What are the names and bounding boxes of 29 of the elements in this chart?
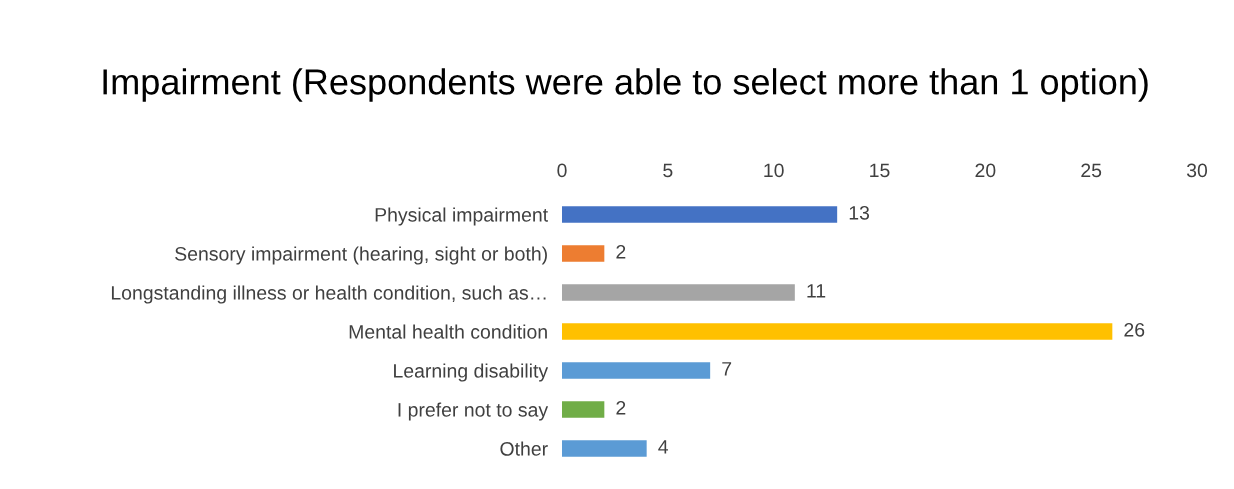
y-tick-label: Learning disability: [394, 363, 549, 382]
data-label: 7: [722, 362, 732, 376]
bar: [562, 440, 647, 457]
bar: [562, 245, 605, 262]
data-label: 4: [658, 440, 669, 454]
x-tick-label: 30: [1186, 163, 1208, 178]
x-tick-label: 20: [975, 163, 996, 178]
bar: [562, 362, 711, 379]
bar: [562, 323, 1113, 340]
x-tick-label: 10: [764, 163, 784, 178]
data-label: 11: [807, 284, 826, 298]
x-tick-label: 0: [557, 163, 567, 178]
data-label: 13: [849, 205, 870, 220]
y-tick-label: Mental health condition: [349, 324, 547, 339]
x-tick-label: 5: [663, 163, 673, 178]
y-tick-label: Longstanding illness or health condition, such as…: [111, 285, 546, 304]
y-tick-label: Physical impairment: [375, 207, 548, 226]
x-tick-label: 15: [870, 163, 890, 178]
bar: [562, 284, 795, 301]
y-tick-label: I prefer not to say: [398, 402, 549, 421]
y-tick-label: Other: [500, 441, 548, 456]
bar: [562, 401, 605, 418]
chart-title: Impairment (Respondents were able to select more than 1 option): [103, 68, 1148, 102]
y-tick-label: Sensory impairment (hearing, sight or both): [175, 246, 547, 265]
x-tick-label: 25: [1081, 163, 1102, 178]
data-label: 2: [616, 400, 626, 415]
data-label: 26: [1124, 322, 1145, 337]
bar: [562, 206, 838, 223]
data-label: 2: [616, 244, 626, 259]
